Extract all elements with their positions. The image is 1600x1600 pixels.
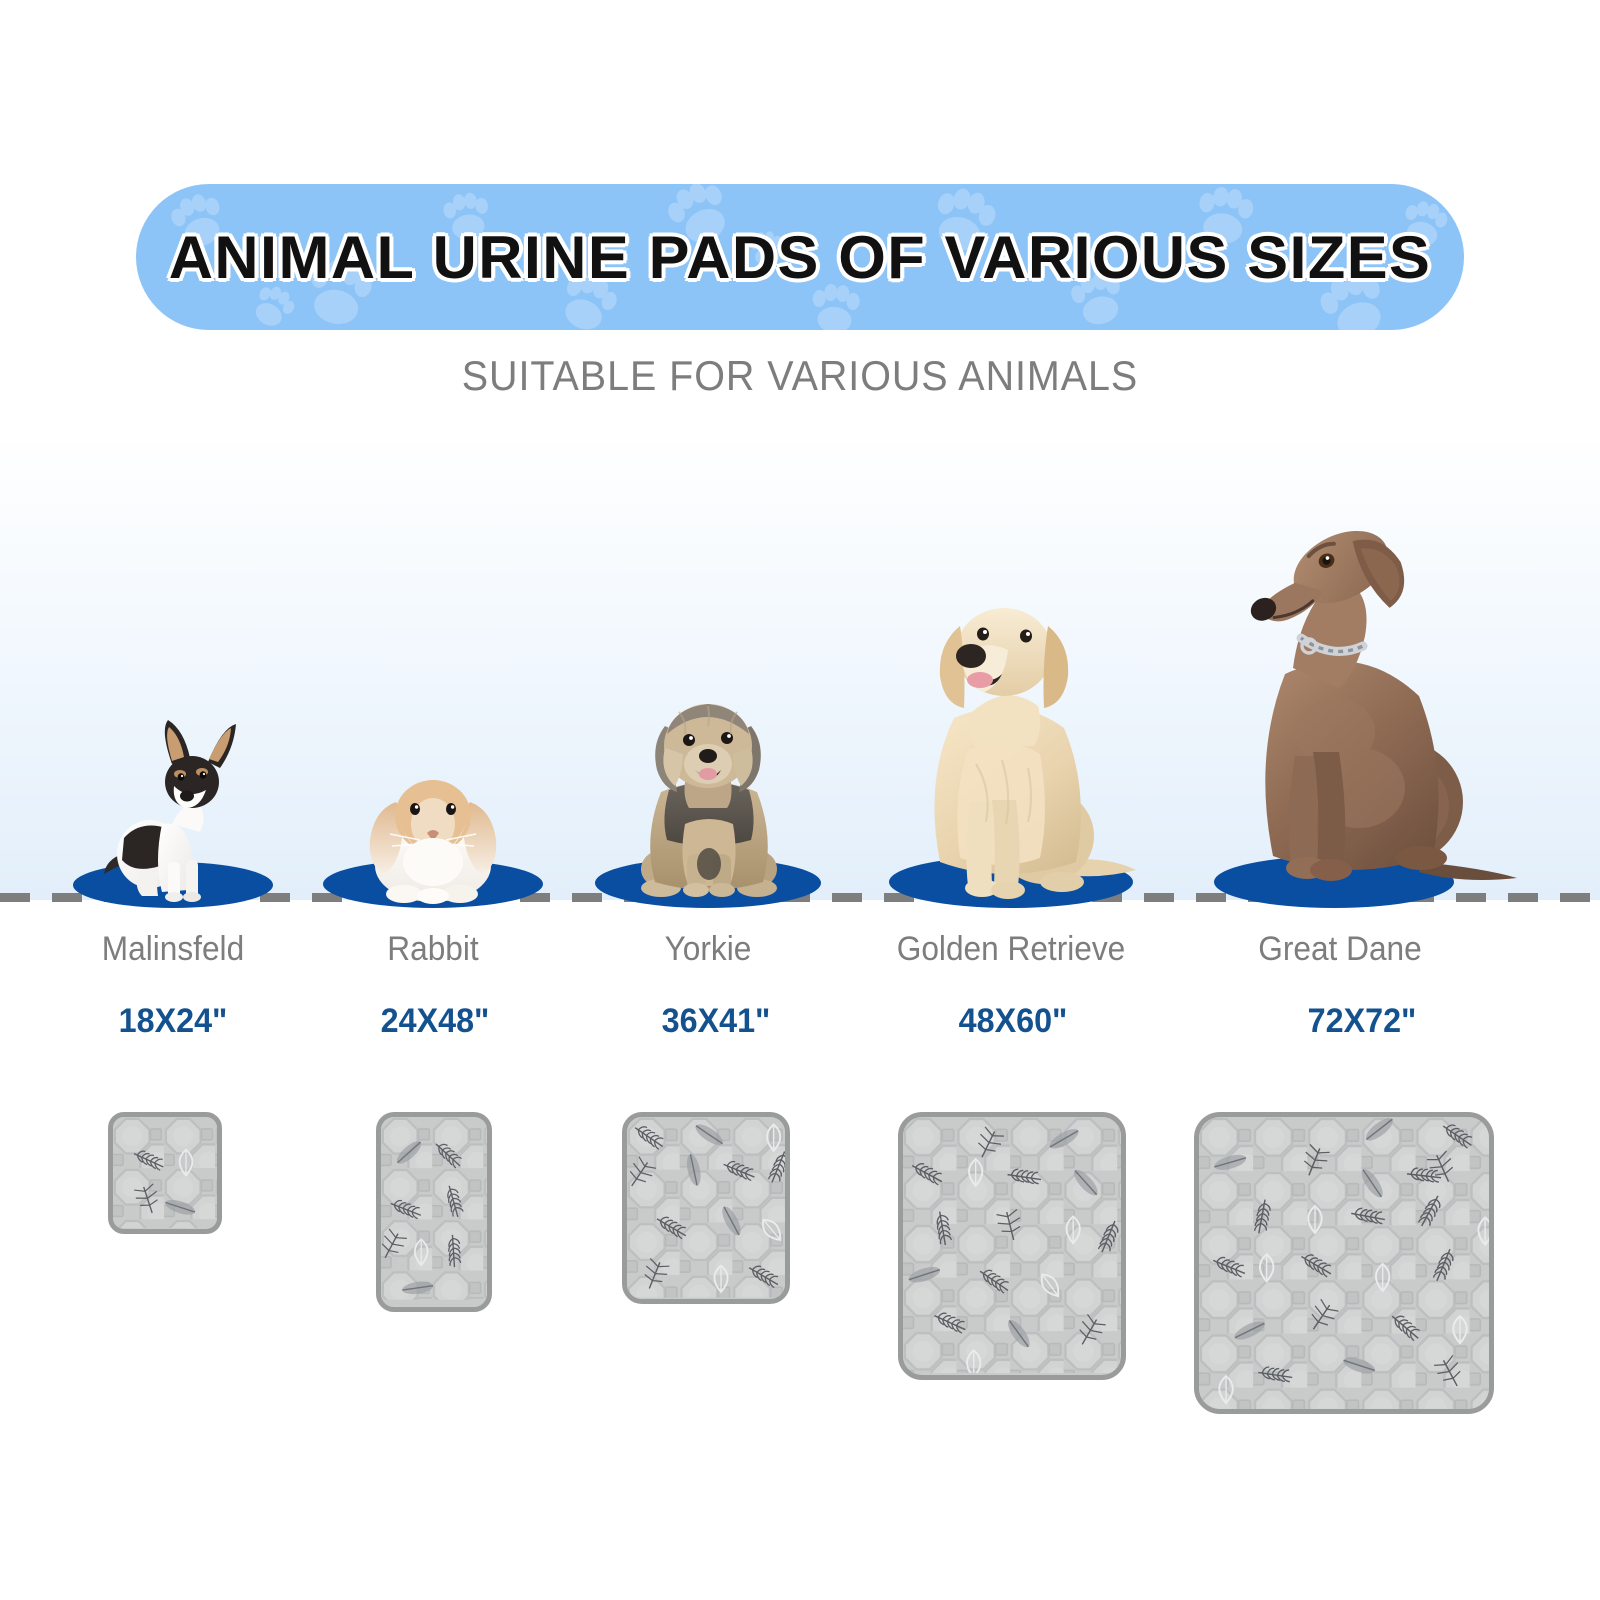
subtitle: SUITABLE FOR VARIOUS ANIMALS xyxy=(461,352,1139,399)
pad-texture xyxy=(903,1117,1121,1374)
page-title: ANIMAL URINE PADS OF VARIOUS SIZES xyxy=(168,223,1432,291)
pad-24x48[interactable] xyxy=(376,1112,492,1312)
pad-texture xyxy=(1199,1117,1489,1409)
pad-texture xyxy=(381,1117,487,1300)
animal-labels-row: Malinsfeld Rabbit Yorkie Golden Retrieve… xyxy=(0,930,1600,986)
yorkie-icon xyxy=(641,704,777,897)
size-label-24x48: 24X48" xyxy=(380,1002,490,1040)
title-banner: ANIMAL URINE PADS OF VARIOUS SIZES xyxy=(136,184,1464,330)
rabbit-icon xyxy=(369,780,497,904)
animal-label-yorkie: Yorkie xyxy=(664,930,752,968)
animal-column-rabbit xyxy=(308,430,558,910)
animal-label-great-dane: Great Dane xyxy=(1258,930,1422,968)
animal-column-great-dane xyxy=(1184,430,1524,910)
great-dane-icon xyxy=(1250,530,1517,881)
banner-background: ANIMAL URINE PADS OF VARIOUS SIZES xyxy=(136,184,1464,330)
size-label-18x24: 18X24" xyxy=(118,1002,228,1040)
paw-print-pattern xyxy=(171,184,1448,330)
pad-36x41[interactable] xyxy=(622,1112,790,1304)
pads-row xyxy=(0,1056,1600,1476)
golden-retriever-icon xyxy=(934,608,1136,899)
pad-texture xyxy=(627,1117,785,1298)
pad-18x24[interactable] xyxy=(108,1112,222,1234)
pad-72x72[interactable] xyxy=(1194,1112,1494,1414)
size-label-36x41: 36X41" xyxy=(661,1002,771,1040)
size-label-48x60: 48X60" xyxy=(958,1002,1068,1040)
chihuahua-icon xyxy=(104,720,236,902)
animal-column-golden-retriever xyxy=(866,430,1156,910)
pad-texture xyxy=(113,1117,217,1229)
pad-48x60[interactable] xyxy=(898,1112,1126,1380)
animal-column-yorkie xyxy=(578,430,838,910)
animal-label-malinsfeld: Malinsfeld xyxy=(101,930,245,968)
animals-row xyxy=(0,430,1600,910)
animal-label-rabbit: Rabbit xyxy=(387,930,479,968)
animal-column-malinsfeld xyxy=(48,430,298,910)
size-labels-row: 18X24" 24X48" 36X41" 48X60" 72X72" xyxy=(0,1002,1600,1050)
animal-label-golden-retriever: Golden Retrieve xyxy=(896,930,1126,968)
size-label-72x72: 72X72" xyxy=(1307,1002,1417,1040)
